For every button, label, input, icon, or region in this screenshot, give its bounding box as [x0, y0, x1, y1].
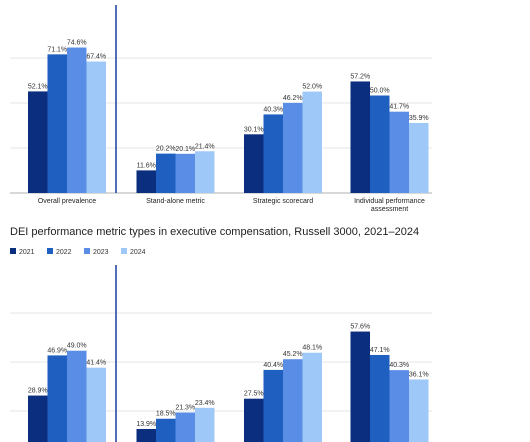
bar-2022-group-1 [47, 54, 67, 194]
data-label: 46.9% [47, 347, 67, 354]
bar-2024-group-4 [409, 122, 429, 193]
bar-2023-group-3 [283, 102, 303, 193]
data-label: 30.1% [244, 126, 264, 133]
data-label: 20.1% [175, 146, 195, 153]
bar-2023-group-3 [283, 359, 303, 442]
bar-2023-group-1 [67, 47, 87, 193]
legend-swatch-2024 [121, 248, 127, 254]
bar-2022-group-1 [47, 355, 67, 442]
data-label: 74.6% [67, 40, 87, 47]
bar-2022-group-4 [370, 354, 390, 442]
bar-2024-group-2 [195, 151, 215, 193]
data-label: 41.4% [86, 360, 106, 367]
bar-2023-group-4 [389, 111, 409, 193]
legend-label: 2021 [19, 249, 35, 256]
legend-label: 2023 [93, 249, 109, 256]
category-label: assessment [371, 206, 408, 213]
bar-2022-group-2 [156, 418, 176, 442]
data-label: 40.4% [263, 362, 283, 369]
bar-2023-group-4 [389, 370, 409, 442]
data-label: 48.1% [302, 345, 322, 352]
data-label: 71.1% [47, 46, 67, 53]
bar-2023-group-1 [67, 350, 87, 442]
legend-swatch-2023 [84, 248, 90, 254]
bar-2021-group-3 [244, 134, 264, 193]
data-label: 40.3% [389, 362, 409, 369]
bar-2024-group-3 [302, 91, 322, 193]
data-label: 20.2% [156, 146, 176, 153]
bar-2024-group-3 [302, 352, 322, 442]
data-label: 11.6% [137, 162, 156, 169]
bar-2021-group-4 [350, 331, 370, 442]
data-label: 27.5% [244, 391, 264, 398]
bar-2024-group-2 [195, 407, 215, 442]
bar-2021-group-2 [136, 429, 156, 442]
category-label: Stand-alone metric [146, 198, 205, 205]
data-label: 28.9% [28, 388, 48, 395]
data-label: 52.1% [28, 83, 48, 90]
legend-swatch-2022 [47, 248, 53, 254]
data-label: 49.0% [67, 343, 87, 350]
data-label: 18.5% [156, 411, 176, 418]
data-label: 47.1% [370, 347, 390, 354]
data-label: 50.0% [370, 88, 390, 95]
data-label: 13.9% [136, 421, 156, 428]
data-label: 21.4% [195, 143, 215, 150]
bar-2023-group-2 [175, 412, 195, 442]
category-label: Overall prevalence [38, 198, 96, 205]
data-label: 21.3% [175, 405, 195, 412]
data-label: 35.9% [409, 115, 429, 122]
data-label: 23.4% [195, 400, 215, 407]
bar-2021-group-2 [136, 170, 156, 193]
chart-title: DEI performance metric types in executiv… [10, 226, 419, 238]
data-label: 57.2% [350, 73, 370, 80]
data-label: 41.7% [389, 104, 409, 111]
bar-2022-group-3 [263, 114, 283, 193]
data-label: 46.2% [283, 95, 303, 102]
bar-2022-group-4 [370, 95, 390, 193]
bar-2021-group-3 [244, 398, 264, 442]
bar-2021-group-1 [28, 395, 48, 442]
data-label: 45.2% [283, 351, 303, 358]
bar-2022-group-2 [156, 153, 176, 193]
category-label: Individual performance [354, 198, 425, 205]
bar-2023-group-2 [175, 153, 195, 193]
category-label: Strategic scorecard [253, 198, 313, 205]
legend-label: 2024 [130, 249, 146, 256]
data-label: 57.6% [350, 324, 370, 331]
legend-label: 2022 [56, 249, 72, 256]
bar-2021-group-1 [28, 91, 48, 193]
bar-2024-group-4 [409, 379, 429, 442]
legend-swatch-2021 [10, 248, 16, 254]
bar-2024-group-1 [86, 61, 106, 193]
bar-2021-group-4 [350, 81, 370, 193]
data-label: 52.0% [302, 84, 322, 91]
data-label: 67.4% [86, 54, 106, 61]
data-label: 36.1% [409, 371, 429, 378]
bar-2024-group-1 [86, 367, 106, 442]
data-label: 40.3% [263, 106, 283, 113]
bar-2022-group-3 [263, 369, 283, 442]
